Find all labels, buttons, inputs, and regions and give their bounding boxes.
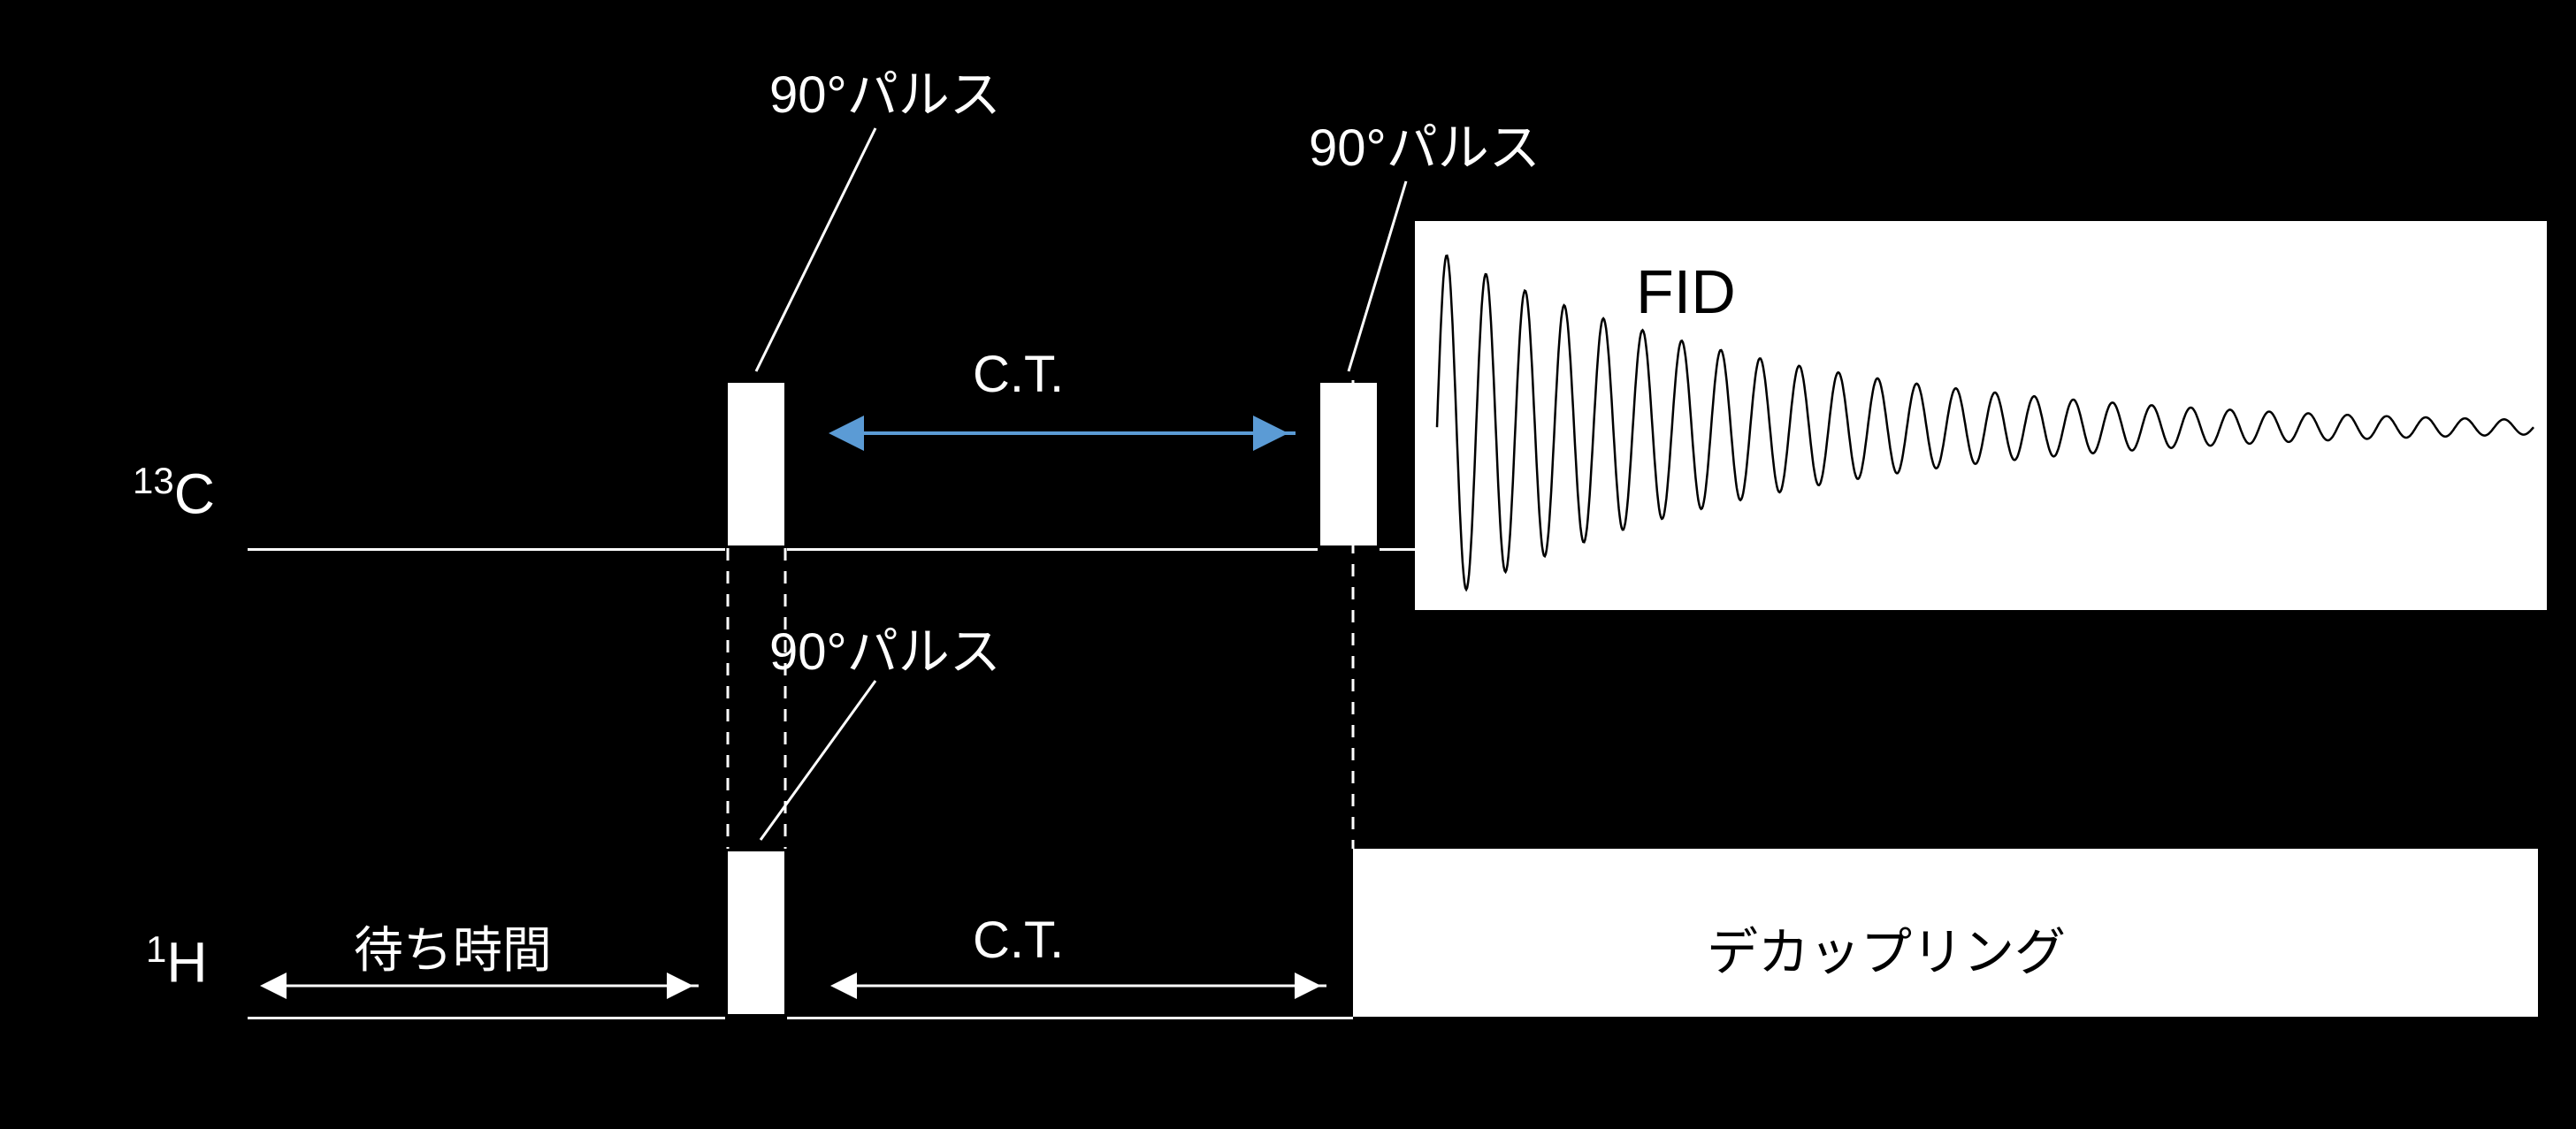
pulse90-label-1: 90°パルス (769, 53, 1001, 127)
decoupling-label: デカップリング (1707, 911, 2066, 985)
ct-top-label: C.T. (973, 345, 1064, 404)
pulse90-label-3: 90°パルス (769, 610, 1001, 684)
fid-waveform (1415, 221, 2547, 610)
h1-baseline-1 (248, 1017, 725, 1019)
fid-label: FID (1636, 256, 1736, 327)
c13-baseline-3 (1380, 548, 1415, 551)
fid-panel (1415, 221, 2547, 610)
c13-baseline-2 (787, 548, 1318, 551)
h1-label: 1H (146, 928, 208, 995)
h1-baseline-2 (787, 1017, 1353, 1019)
ct-bottom-label: C.T. (973, 911, 1064, 970)
c13-baseline-1 (248, 548, 725, 551)
c13-pulse-1 (725, 380, 787, 548)
c13-pulse-2 (1318, 380, 1380, 548)
c13-label: 13C (133, 460, 215, 526)
wait-time-label: 待ち時間 (354, 911, 552, 982)
h1-pulse (725, 849, 787, 1017)
pulse90-label-2: 90°パルス (1309, 106, 1540, 180)
